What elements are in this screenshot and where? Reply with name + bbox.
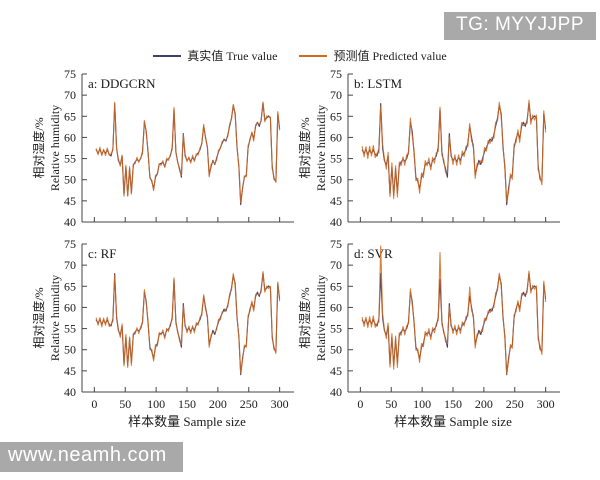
legend-label-true-value: 真实值 True value [187, 49, 278, 63]
y-tick-label: 75 [64, 237, 76, 251]
watermark-website: www.neamh.com [0, 442, 183, 472]
y-axis-title-cn: 相对湿度/% [31, 117, 46, 178]
panel-label: d: SVR [354, 246, 393, 261]
predicted-value-line [361, 245, 547, 375]
x-tick-label: 200 [209, 397, 227, 411]
x-tick-label: 100 [413, 397, 431, 411]
x-tick-label: 50 [385, 397, 397, 411]
y-axis-title-cn: 相对湿度/% [31, 287, 46, 348]
x-tick-label: 250 [506, 397, 524, 411]
y-tick-label: 50 [330, 343, 342, 357]
predicted-value-line [95, 101, 281, 204]
watermark-telegram-tag: TG: MYYJJPP [444, 12, 596, 40]
y-tick-label: 50 [64, 343, 76, 357]
x-axis-title: 样本数量 Sample size [394, 414, 512, 429]
y-tick-label: 55 [64, 152, 76, 166]
y-tick-label: 45 [330, 364, 342, 378]
predicted-value-line [95, 270, 281, 374]
y-tick-label: 45 [64, 194, 76, 208]
y-axis-title-en: Relative humidity [48, 275, 62, 361]
x-tick-label: 250 [240, 397, 258, 411]
y-axis-title-cn: 相对湿度/% [297, 117, 312, 178]
x-tick-label: 200 [475, 397, 493, 411]
y-tick-label: 75 [330, 67, 342, 81]
x-tick-label: 0 [357, 397, 363, 411]
y-tick-label: 70 [64, 258, 76, 272]
chart-panel-svr: 40 45 50 55 60 65 70 75 0 50 100 150 200 250 300 d: SVR… [297, 237, 560, 429]
panel-label: a: DDGCRN [88, 76, 156, 91]
y-tick-label: 65 [330, 109, 342, 123]
y-tick-label: 40 [64, 385, 76, 399]
legend-item-true-value: 真实值 True value [153, 47, 277, 64]
y-tick-label: 40 [330, 215, 342, 229]
x-tick-label: 300 [271, 397, 289, 411]
y-tick-label: 75 [330, 237, 342, 251]
y-tick-label: 45 [64, 364, 76, 378]
y-axis-title-en: Relative humidity [314, 275, 328, 361]
y-tick-label: 60 [64, 300, 76, 314]
y-tick-label: 60 [330, 130, 342, 144]
y-axis-title-en: Relative humidity [314, 105, 328, 191]
y-tick-label: 45 [330, 194, 342, 208]
y-tick-label: 40 [64, 215, 76, 229]
x-tick-label: 300 [537, 397, 555, 411]
y-tick-label: 70 [330, 88, 342, 102]
x-tick-label: 0 [91, 397, 97, 411]
y-axis-title-en: Relative humidity [48, 105, 62, 191]
true-value-line-swatch-icon [153, 54, 182, 57]
y-tick-label: 60 [64, 130, 76, 144]
y-tick-label: 70 [64, 88, 76, 102]
y-tick-label: 65 [330, 279, 342, 293]
legend-label-predicted-value: 预测值 Predicted value [333, 49, 447, 63]
predicted-value-line-swatch-icon [299, 54, 328, 57]
y-tick-label: 75 [64, 67, 76, 81]
chart-panel-rf: 40 45 50 55 60 65 70 75 0 50 100 150 200 250 300 c: RF 相… [31, 237, 294, 429]
y-tick-label: 65 [64, 109, 76, 123]
x-tick-label: 50 [119, 397, 131, 411]
y-axis-title-cn: 相对湿度/% [297, 287, 312, 348]
y-tick-label: 55 [330, 322, 342, 336]
chart-panel-ddgcrn: 40 45 50 55 60 65 70 75 a: DDGCRN 相对湿度/% Relative … [31, 67, 294, 229]
x-axis-title: 样本数量 Sample size [128, 414, 246, 429]
y-tick-label: 55 [330, 152, 342, 166]
panel-label: c: RF [88, 246, 117, 261]
y-tick-label: 70 [330, 258, 342, 272]
y-tick-label: 60 [330, 300, 342, 314]
y-tick-label: 40 [330, 385, 342, 399]
x-tick-label: 100 [147, 397, 165, 411]
y-tick-label: 50 [64, 173, 76, 187]
predicted-value-line [361, 99, 547, 203]
x-tick-label: 150 [178, 397, 196, 411]
y-tick-label: 65 [64, 279, 76, 293]
x-tick-label: 150 [444, 397, 462, 411]
y-tick-label: 55 [64, 322, 76, 336]
y-tick-label: 50 [330, 173, 342, 187]
chart-legend: 真实值 True value 预测值 Predicted value [0, 47, 600, 64]
chart-panel-lstm: 40 45 50 55 60 65 70 75 b: LSTM 相对湿度/% Relative hu… [297, 67, 560, 229]
legend-item-predicted-value: 预测值 Predicted value [299, 47, 447, 64]
panel-label: b: LSTM [354, 76, 402, 91]
